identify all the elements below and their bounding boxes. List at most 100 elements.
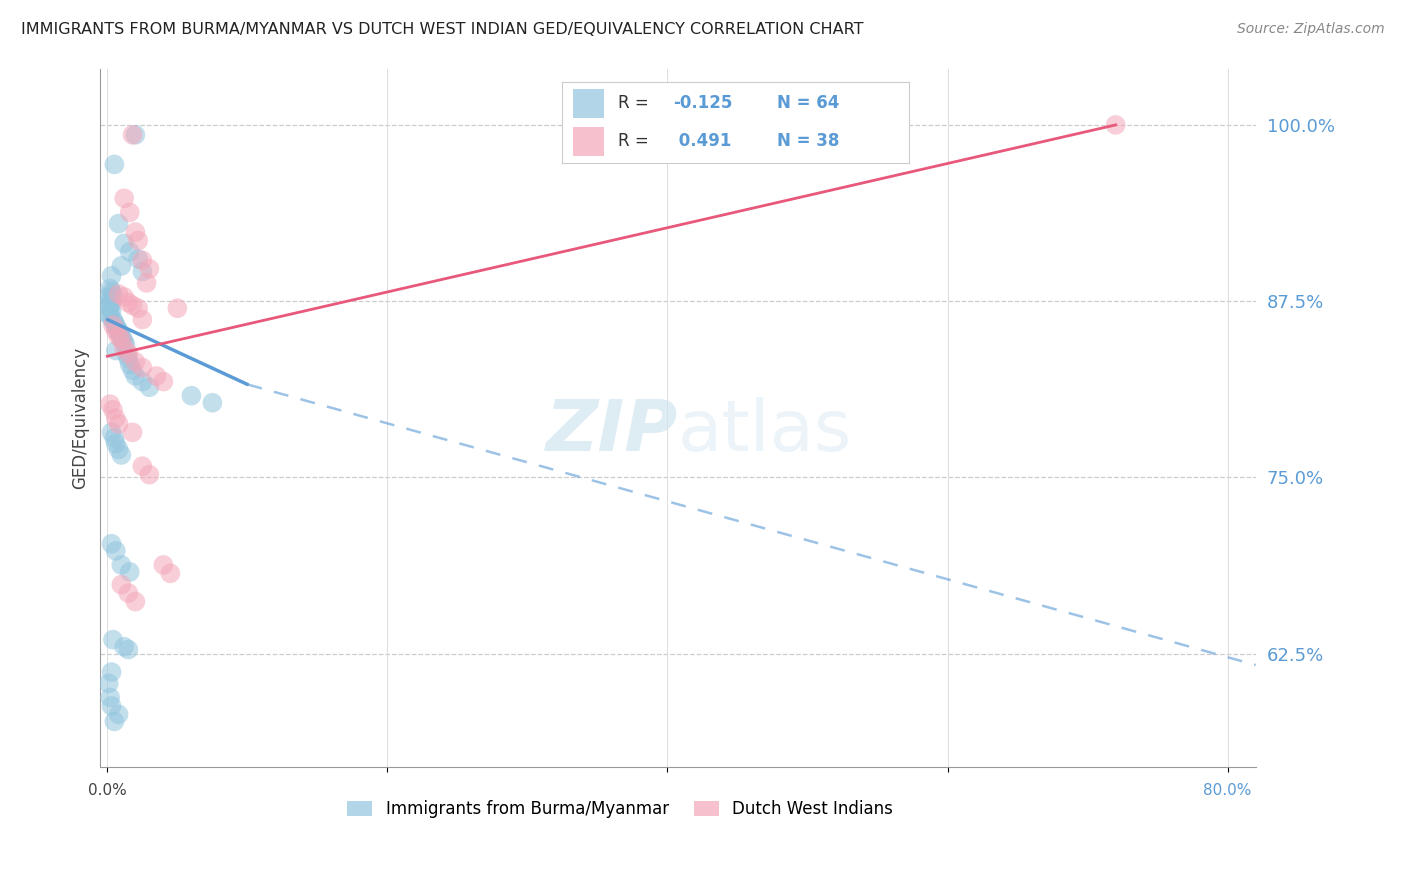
Point	[145, 368, 167, 383]
Point	[111, 332, 134, 346]
Point	[124, 225, 146, 239]
Point	[103, 315, 125, 329]
Point	[100, 537, 122, 551]
Point	[104, 436, 127, 450]
Point	[97, 307, 120, 321]
Point	[103, 431, 125, 445]
Point	[98, 281, 121, 295]
Point	[112, 236, 135, 251]
Point	[107, 324, 129, 338]
Point	[98, 293, 121, 307]
Point	[135, 276, 157, 290]
Point	[100, 268, 122, 283]
Point	[138, 380, 160, 394]
Point	[180, 389, 202, 403]
Point	[201, 395, 224, 409]
Point	[1104, 118, 1126, 132]
Point	[118, 205, 141, 219]
Point	[100, 295, 122, 310]
Point	[152, 375, 174, 389]
Point	[112, 341, 135, 355]
Point	[101, 312, 124, 326]
Point	[108, 326, 131, 341]
Point	[105, 321, 128, 335]
Point	[110, 448, 132, 462]
Point	[124, 368, 146, 383]
Point	[98, 397, 121, 411]
Point	[127, 301, 149, 316]
Point	[107, 217, 129, 231]
Point	[112, 640, 135, 654]
Point	[97, 676, 120, 690]
Point	[104, 318, 127, 333]
Point	[103, 714, 125, 729]
Point	[112, 290, 135, 304]
Text: IMMIGRANTS FROM BURMA/MYANMAR VS DUTCH WEST INDIAN GED/EQUIVALENCY CORRELATION C: IMMIGRANTS FROM BURMA/MYANMAR VS DUTCH W…	[21, 22, 863, 37]
Point	[118, 244, 141, 259]
Point	[131, 459, 153, 474]
Point	[104, 324, 127, 338]
Point	[110, 577, 132, 591]
Point	[131, 253, 153, 268]
Point	[100, 698, 122, 713]
Legend: Immigrants from Burma/Myanmar, Dutch West Indians: Immigrants from Burma/Myanmar, Dutch Wes…	[340, 793, 900, 824]
Point	[101, 632, 124, 647]
Point	[118, 565, 141, 579]
Point	[107, 329, 129, 343]
Point	[98, 690, 121, 705]
Point	[131, 360, 153, 375]
Text: 0.0%: 0.0%	[89, 783, 127, 798]
Point	[97, 290, 120, 304]
Point	[117, 642, 139, 657]
Point	[166, 301, 188, 316]
Point	[112, 191, 135, 205]
Point	[110, 329, 132, 343]
Point	[107, 442, 129, 457]
Point	[110, 558, 132, 572]
Point	[104, 411, 127, 425]
Text: 80.0%: 80.0%	[1204, 783, 1251, 798]
Point	[100, 285, 122, 299]
Point	[121, 128, 143, 142]
Point	[117, 586, 139, 600]
Text: ZIP: ZIP	[546, 397, 678, 466]
Point	[100, 665, 122, 679]
Point	[121, 425, 143, 440]
Point	[115, 348, 138, 362]
Point	[131, 375, 153, 389]
Point	[131, 312, 153, 326]
Point	[121, 363, 143, 377]
Point	[127, 234, 149, 248]
Point	[127, 252, 149, 266]
Point	[100, 304, 122, 318]
Point	[124, 128, 146, 142]
Point	[101, 402, 124, 417]
Point	[107, 417, 129, 431]
Point	[159, 566, 181, 581]
Point	[114, 338, 136, 352]
Y-axis label: GED/Equivalency: GED/Equivalency	[72, 346, 89, 489]
Point	[104, 343, 127, 358]
Point	[117, 295, 139, 310]
Point	[138, 261, 160, 276]
Point	[110, 259, 132, 273]
Point	[124, 594, 146, 608]
Point	[103, 157, 125, 171]
Point	[107, 287, 129, 301]
Text: atlas: atlas	[678, 397, 852, 466]
Point	[117, 351, 139, 366]
Point	[101, 318, 124, 333]
Point	[98, 301, 121, 316]
Point	[104, 543, 127, 558]
Point	[100, 425, 122, 440]
Point	[121, 298, 143, 312]
Point	[110, 332, 132, 346]
Point	[138, 467, 160, 482]
Point	[101, 287, 124, 301]
Point	[124, 355, 146, 369]
Point	[131, 264, 153, 278]
Point	[152, 558, 174, 572]
Point	[112, 335, 135, 350]
Point	[117, 346, 139, 360]
Text: Source: ZipAtlas.com: Source: ZipAtlas.com	[1237, 22, 1385, 37]
